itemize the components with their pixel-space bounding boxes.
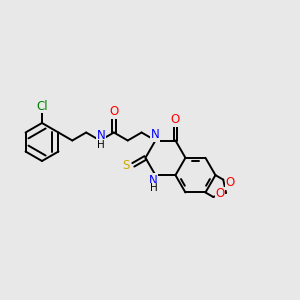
Text: O: O [109, 105, 119, 118]
Text: S: S [123, 159, 130, 172]
Text: N: N [97, 129, 105, 142]
Text: H: H [150, 183, 157, 193]
Text: O: O [216, 188, 225, 200]
Text: O: O [171, 113, 180, 126]
Text: N: N [149, 174, 158, 187]
Text: H: H [97, 140, 105, 149]
Text: Cl: Cl [36, 100, 48, 112]
Text: N: N [151, 128, 160, 141]
Text: O: O [226, 176, 235, 189]
